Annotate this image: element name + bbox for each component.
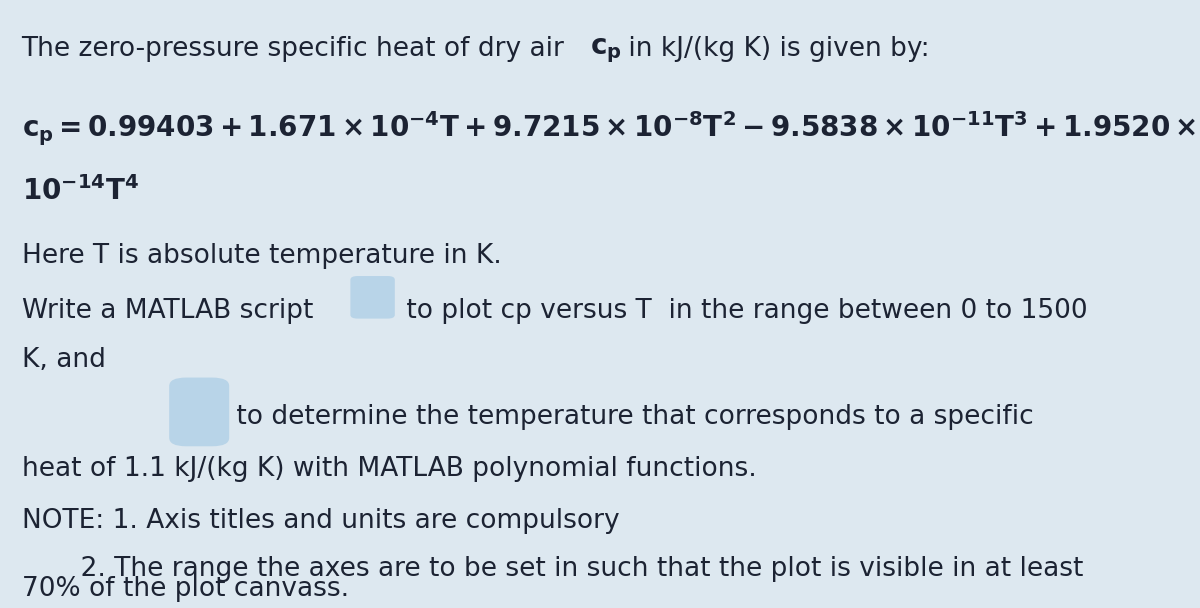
Text: $\mathbf{c_p}$: $\mathbf{c_p}$: [590, 36, 622, 65]
Text: Write a MATLAB script: Write a MATLAB script: [22, 298, 313, 324]
FancyBboxPatch shape: [169, 378, 229, 446]
Text: 70% of the plot canvass.: 70% of the plot canvass.: [22, 576, 349, 602]
Text: The zero-pressure specific heat of dry air: The zero-pressure specific heat of dry a…: [22, 36, 572, 63]
Text: Here T is absolute temperature in K.: Here T is absolute temperature in K.: [22, 243, 502, 269]
Text: to determine the temperature that corresponds to a specific: to determine the temperature that corres…: [228, 404, 1033, 430]
Text: to plot cp versus T  in the range between 0 to 1500: to plot cp versus T in the range between…: [398, 298, 1088, 324]
Text: $\mathbf{10^{-14}T^4}$: $\mathbf{10^{-14}T^4}$: [22, 176, 138, 206]
Text: 2. The range the axes are to be set in such that the plot is visible in at least: 2. The range the axes are to be set in s…: [22, 556, 1082, 582]
Text: in kJ/(kg K) is given by:: in kJ/(kg K) is given by:: [620, 36, 930, 63]
Text: $\mathbf{c_p = 0.99403 + 1.671 \times 10^{-4}T + 9.7215 \times 10^{-8}T^2 -9.583: $\mathbf{c_p = 0.99403 + 1.671 \times 10…: [22, 109, 1196, 148]
FancyBboxPatch shape: [350, 276, 395, 319]
Text: K, and: K, and: [22, 347, 106, 373]
Text: heat of 1.1 kJ/(kg K) with MATLAB polynomial functions.: heat of 1.1 kJ/(kg K) with MATLAB polyno…: [22, 456, 756, 482]
Text: NOTE: 1. Axis titles and units are compulsory: NOTE: 1. Axis titles and units are compu…: [22, 508, 619, 534]
